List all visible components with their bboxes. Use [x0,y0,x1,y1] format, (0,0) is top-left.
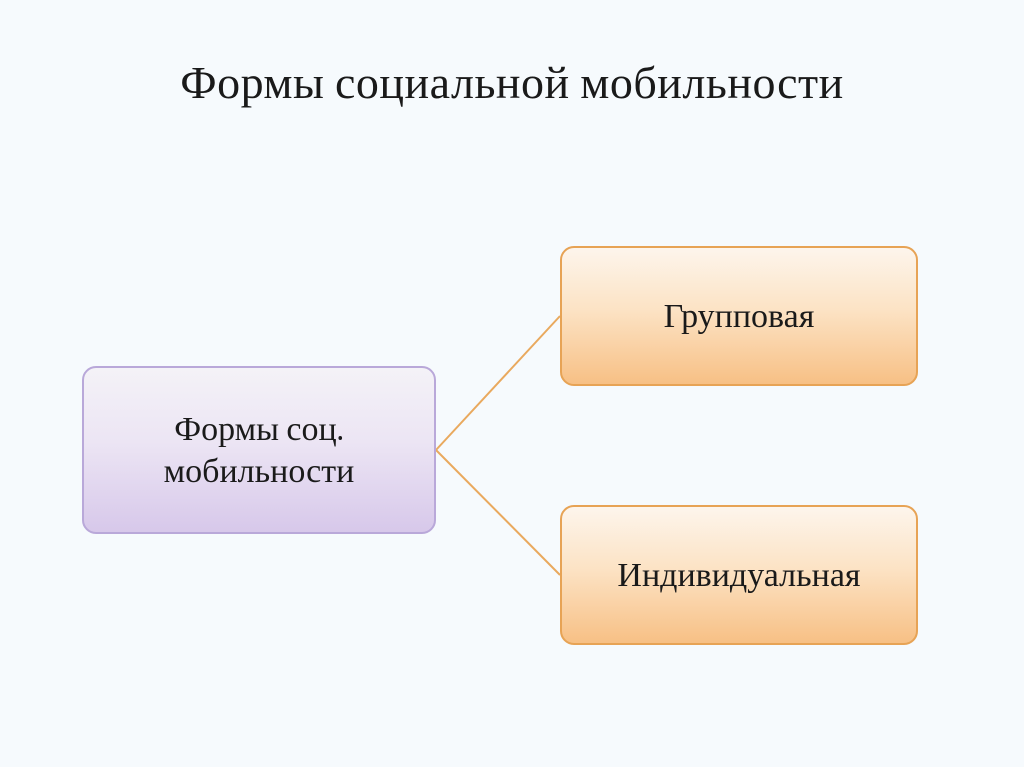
node-child-group-label: Групповая [664,295,815,338]
slide-title: Формы социальной мобильности [0,56,1024,110]
edge-root-to-child-1 [436,316,560,450]
node-child-group: Групповая [560,246,918,386]
edge-root-to-child-2 [436,450,560,575]
node-child-individual: Индивидуальная [560,505,918,645]
node-root: Формы соц. мобильности [82,366,436,534]
node-root-label: Формы соц. мобильности [104,408,414,493]
node-child-individual-label: Индивидуальная [617,554,860,597]
